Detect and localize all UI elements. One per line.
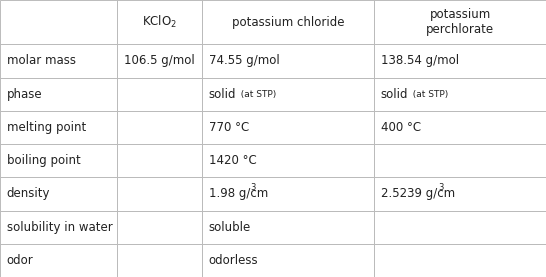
Bar: [0, 44, 117, 78]
Text: 1420 °C: 1420 °C: [209, 154, 256, 167]
Bar: [117, 144, 202, 177]
Text: solid: solid: [209, 88, 236, 101]
Bar: [0, 211, 117, 244]
Bar: [0, 0, 117, 44]
Text: 74.55 g/mol: 74.55 g/mol: [209, 55, 280, 67]
Bar: [117, 44, 202, 78]
Bar: [374, 78, 546, 111]
Bar: [202, 111, 374, 144]
Text: odorless: odorless: [209, 254, 258, 267]
Text: 138.54 g/mol: 138.54 g/mol: [381, 55, 459, 67]
Bar: [202, 78, 374, 111]
Text: potassium
perchlorate: potassium perchlorate: [426, 8, 494, 36]
Bar: [117, 78, 202, 111]
Text: 1.98 g/cm: 1.98 g/cm: [209, 188, 268, 200]
Text: 400 °C: 400 °C: [381, 121, 420, 134]
Text: density: density: [7, 188, 50, 200]
Bar: [374, 0, 546, 44]
Text: solid: solid: [381, 88, 408, 101]
Bar: [374, 211, 546, 244]
Text: phase: phase: [7, 88, 42, 101]
Bar: [0, 144, 117, 177]
Text: molar mass: molar mass: [7, 55, 75, 67]
Bar: [0, 244, 117, 277]
Bar: [374, 144, 546, 177]
Text: odor: odor: [7, 254, 33, 267]
Bar: [202, 211, 374, 244]
Text: boiling point: boiling point: [7, 154, 80, 167]
Bar: [0, 111, 117, 144]
Text: 106.5 g/mol: 106.5 g/mol: [124, 55, 195, 67]
Text: (at STP): (at STP): [407, 90, 448, 99]
Bar: [202, 177, 374, 211]
Bar: [117, 211, 202, 244]
Text: solubility in water: solubility in water: [7, 221, 112, 234]
Text: 3: 3: [251, 183, 256, 192]
Bar: [117, 111, 202, 144]
Bar: [0, 177, 117, 211]
Bar: [117, 0, 202, 44]
Bar: [374, 111, 546, 144]
Text: 3: 3: [438, 183, 443, 192]
Bar: [117, 244, 202, 277]
Text: soluble: soluble: [209, 221, 251, 234]
Bar: [202, 244, 374, 277]
Text: potassium chloride: potassium chloride: [232, 16, 345, 29]
Bar: [374, 177, 546, 211]
Text: melting point: melting point: [7, 121, 86, 134]
Text: 2.5239 g/cm: 2.5239 g/cm: [381, 188, 455, 200]
Bar: [374, 244, 546, 277]
Bar: [202, 144, 374, 177]
Text: (at STP): (at STP): [235, 90, 276, 99]
Bar: [202, 0, 374, 44]
Bar: [374, 44, 546, 78]
Text: KClO$_2$: KClO$_2$: [142, 14, 177, 30]
Text: 770 °C: 770 °C: [209, 121, 249, 134]
Bar: [202, 44, 374, 78]
Bar: [117, 177, 202, 211]
Bar: [0, 78, 117, 111]
